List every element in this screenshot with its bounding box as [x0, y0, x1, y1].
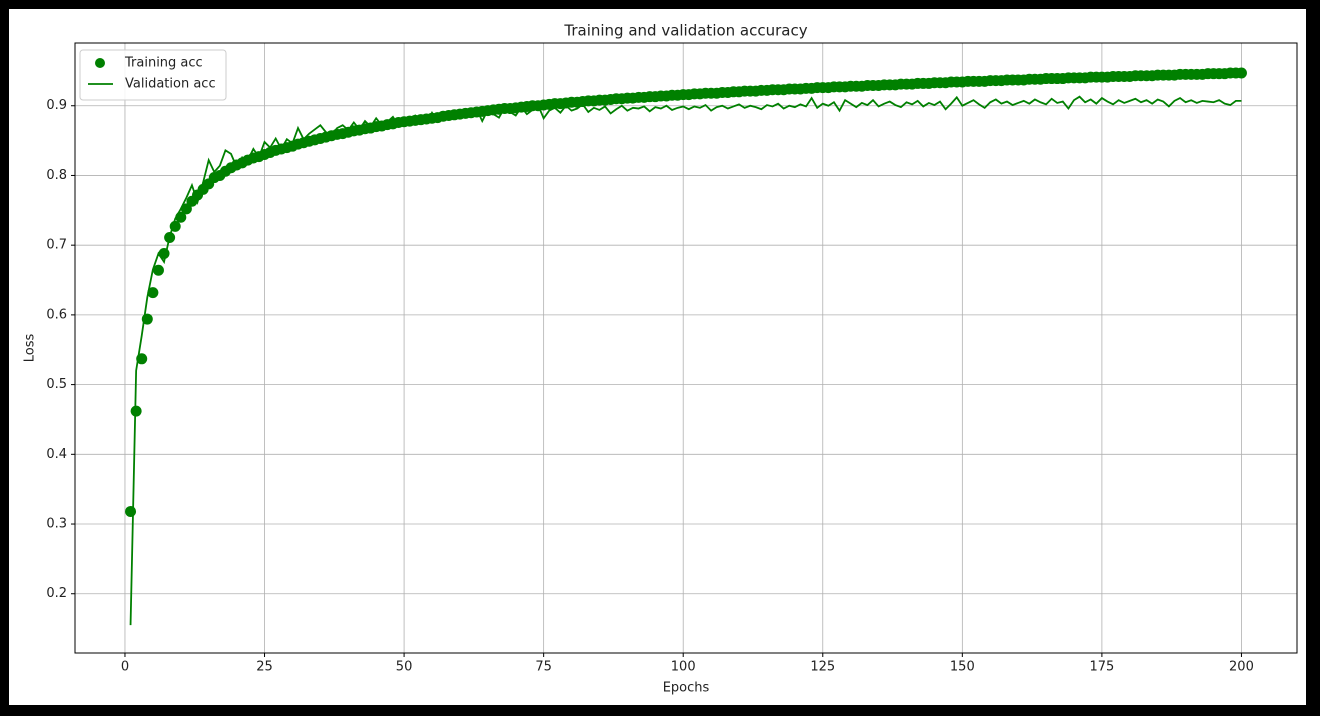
x-tick-label: 50: [396, 660, 413, 675]
x-tick-label: 75: [535, 660, 552, 675]
y-tick-label: 0.5: [46, 377, 67, 392]
figure-background: [9, 9, 1306, 705]
data-line: [129, 95, 1242, 626]
data-point: [180, 203, 192, 215]
data-point: [125, 505, 137, 517]
x-tick-label: 100: [671, 660, 696, 675]
y-tick-label: 0.9: [46, 98, 67, 113]
data-point: [152, 264, 164, 276]
y-tick-label: 0.6: [46, 307, 67, 322]
legend-label: Training acc: [124, 56, 203, 71]
y-tick-label: 0.3: [46, 517, 67, 532]
data-point: [1235, 67, 1247, 79]
y-tick-label: 0.7: [46, 238, 67, 253]
legend-label: Validation acc: [125, 77, 216, 92]
legend-marker: [95, 58, 105, 68]
y-axis-label: Loss: [23, 334, 38, 363]
x-tick-label: 25: [256, 660, 273, 675]
plot-frame: [74, 42, 1298, 654]
x-tick-label: 150: [950, 660, 975, 675]
x-tick-label: 125: [810, 660, 835, 675]
y-tick-label: 0.8: [46, 168, 67, 183]
y-tick-label: 0.4: [46, 447, 67, 462]
x-tick-label: 200: [1229, 660, 1254, 675]
y-tick-label: 0.2: [46, 586, 67, 601]
legend-box: [79, 49, 227, 101]
x-tick-label: 175: [1089, 660, 1114, 675]
x-axis-label: Epochs: [663, 681, 710, 696]
data-point: [147, 287, 159, 299]
x-tick-label: 0: [121, 660, 129, 675]
chart-title: Training and validation accuracy: [563, 22, 807, 40]
